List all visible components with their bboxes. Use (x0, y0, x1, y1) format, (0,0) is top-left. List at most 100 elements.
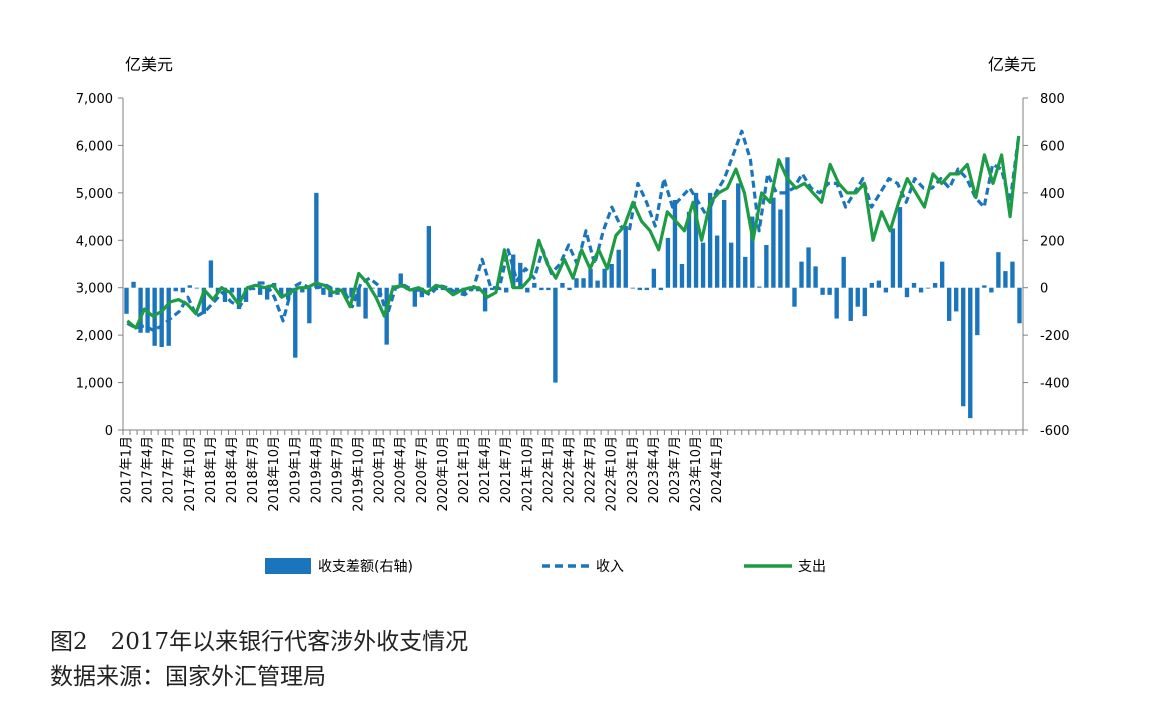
left-tick-label: 1,000 (76, 377, 113, 392)
left-axis-unit: 亿美元 (125, 55, 173, 74)
right-tick-label: 400 (1040, 187, 1065, 202)
balance-bar (729, 242, 734, 288)
right-tick-label: 0 (1040, 282, 1048, 297)
x-tick-label: 2024年1月 (710, 436, 725, 503)
balance-bar (293, 287, 298, 358)
balance-bar (792, 287, 797, 307)
x-tick-label: 2023年1月 (626, 436, 641, 503)
x-tick-label: 2019年10月 (352, 436, 367, 512)
legend-bar-label: 收支差额(右轴) (318, 559, 413, 575)
balance-bar (883, 287, 889, 293)
balance-bar (236, 287, 242, 310)
balance-bar (946, 287, 952, 321)
x-tick-label: 2018年1月 (204, 436, 219, 503)
balance-bar (412, 287, 417, 307)
balance-bar (609, 264, 614, 288)
balance-bar (996, 252, 1001, 288)
x-tick-label: 2018年4月 (225, 436, 240, 503)
balance-bar (876, 280, 882, 288)
balance-bar (841, 256, 846, 288)
x-tick-label: 2022年7月 (584, 436, 599, 503)
balance-bar (665, 237, 671, 288)
x-tick-label: 2023年7月 (668, 436, 683, 503)
legend: 收支差额(右轴) 收入 支出 (265, 558, 826, 575)
x-tick-label: 2020年10月 (436, 436, 451, 512)
x-tick-label: 2023年4月 (647, 436, 662, 503)
right-tick-label: 800 (1040, 92, 1065, 107)
balance-bar (651, 268, 657, 288)
figure-caption: 图2 2017年以来银行代客涉外收支情况 (50, 629, 469, 655)
balance-bar (968, 287, 973, 419)
balance-bar (975, 287, 980, 336)
balance-bar (419, 287, 425, 298)
balance-bar (757, 286, 762, 288)
income-line (126, 129, 1021, 332)
balance-bar (208, 260, 214, 288)
balance-bar (721, 199, 727, 288)
left-tick-label: 6,000 (76, 139, 113, 154)
x-tick-label: 2022年10月 (605, 436, 620, 512)
balance-bar (166, 287, 171, 346)
balance-bar (229, 287, 235, 293)
balance-bar (567, 287, 572, 291)
balance-bar (1017, 287, 1022, 324)
balance-bar (982, 285, 987, 288)
x-tick-label: 2021年10月 (520, 436, 535, 512)
balance-bar (693, 192, 699, 288)
balance-bar (504, 287, 509, 293)
balance-bar (539, 287, 544, 291)
balance-bar (131, 281, 136, 288)
balance-bar (124, 287, 129, 314)
balance-bar (307, 287, 312, 324)
balance-bar (897, 207, 903, 288)
balance-bar (918, 287, 924, 293)
balance-bar (461, 287, 467, 295)
balance-bar (686, 211, 692, 288)
balance-bar (187, 285, 192, 288)
x-tick-label: 2020年4月 (394, 436, 409, 503)
balance-bar (1010, 261, 1015, 288)
x-tick-label: 2022年4月 (562, 436, 577, 503)
balance-bar (778, 209, 783, 288)
balance-bar (201, 287, 207, 314)
x-tick-label: 2018年7月 (246, 436, 261, 503)
balance-bar (862, 287, 867, 317)
legend-expense-label: 支出 (798, 559, 826, 575)
balance-bar (250, 287, 256, 291)
balance-bar (925, 287, 931, 289)
balance-bar (961, 287, 966, 407)
balance-bar (799, 261, 804, 288)
right-tick-label: 200 (1040, 234, 1065, 249)
balance-bar (574, 278, 579, 288)
balance-bar (180, 287, 185, 293)
right-tick-label: 600 (1040, 139, 1065, 154)
source-caption: 数据来源：国家外汇管理局 (50, 664, 326, 690)
balance-bar (616, 249, 621, 288)
plot-area: 0 1,000 2,000 3,000 4,000 5,000 6,000 7,000 -600… (76, 92, 1070, 512)
balance-bar (679, 264, 685, 288)
balance-bar (363, 287, 368, 319)
balance-bar (806, 247, 811, 288)
balance-bar (785, 157, 790, 288)
x-tick-label: 2018年10月 (267, 436, 282, 512)
balance-bar (314, 192, 319, 288)
left-tick-label: 5,000 (76, 187, 113, 202)
balance-bar (672, 199, 678, 288)
balance-bar (904, 287, 910, 298)
balance-bar (194, 287, 200, 289)
expense-line (126, 135, 1021, 330)
right-axis-unit: 亿美元 (988, 55, 1036, 74)
balance-bar (257, 287, 263, 295)
balance-bar (321, 287, 326, 295)
balance-bar (546, 287, 551, 291)
balance-bar (328, 287, 333, 298)
balance-bar (553, 287, 558, 383)
balance-bar (771, 197, 776, 288)
balance-bar (813, 266, 818, 288)
left-tick-label: 3,000 (76, 282, 113, 297)
balance-bar (595, 280, 600, 288)
balance-bar (932, 282, 938, 288)
right-tick-label: -200 (1040, 329, 1070, 344)
x-tick-label: 2021年4月 (478, 436, 493, 503)
x-tick-label: 2017年4月 (141, 436, 156, 503)
